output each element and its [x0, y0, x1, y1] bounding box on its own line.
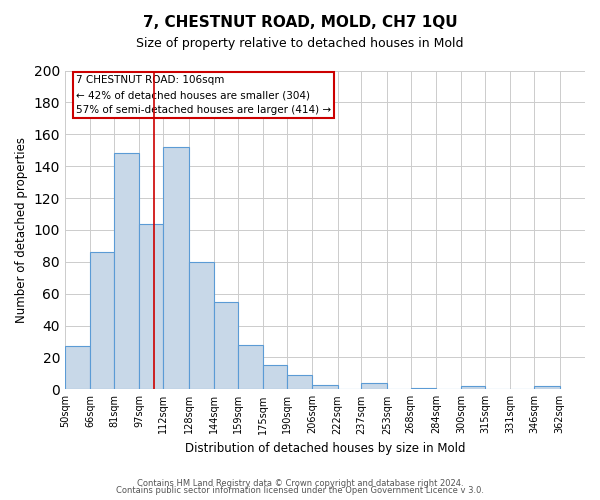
Bar — [263, 366, 287, 390]
Bar — [163, 147, 188, 390]
Bar — [238, 344, 263, 390]
Y-axis label: Number of detached properties: Number of detached properties — [15, 137, 28, 323]
Bar — [312, 384, 338, 390]
Bar — [361, 383, 387, 390]
Bar — [410, 388, 436, 390]
Bar — [214, 302, 238, 390]
Text: 7, CHESTNUT ROAD, MOLD, CH7 1QU: 7, CHESTNUT ROAD, MOLD, CH7 1QU — [143, 15, 457, 30]
Bar — [114, 154, 139, 390]
Text: 7 CHESTNUT ROAD: 106sqm
← 42% of detached houses are smaller (304)
57% of semi-d: 7 CHESTNUT ROAD: 106sqm ← 42% of detache… — [76, 76, 331, 115]
Text: Size of property relative to detached houses in Mold: Size of property relative to detached ho… — [136, 38, 464, 51]
Bar — [188, 262, 214, 390]
Bar — [90, 252, 114, 390]
Text: Contains public sector information licensed under the Open Government Licence v : Contains public sector information licen… — [116, 486, 484, 495]
X-axis label: Distribution of detached houses by size in Mold: Distribution of detached houses by size … — [185, 442, 465, 455]
Bar — [461, 386, 485, 390]
Bar — [287, 375, 312, 390]
Text: Contains HM Land Registry data © Crown copyright and database right 2024.: Contains HM Land Registry data © Crown c… — [137, 478, 463, 488]
Bar — [65, 346, 90, 390]
Bar — [534, 386, 560, 390]
Bar — [139, 224, 163, 390]
